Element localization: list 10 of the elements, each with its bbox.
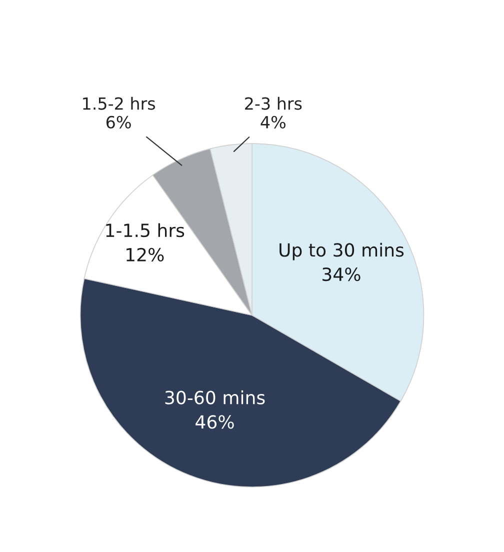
data-label: 46% — [196, 415, 234, 429]
data-label: 12% — [126, 248, 164, 262]
slice-label: Up to 30 mins — [280, 242, 404, 260]
slice-label: 2-3 hrs — [245, 96, 302, 110]
slice-label: 1.5-2 hrs — [83, 96, 155, 110]
slice-label: 1-1.5 hrs — [106, 223, 184, 238]
slice-label: 30-60 mins — [165, 390, 265, 404]
data-label: 6% — [106, 116, 131, 128]
data-label: 34% — [322, 267, 360, 282]
data-label: 4% — [260, 116, 286, 128]
